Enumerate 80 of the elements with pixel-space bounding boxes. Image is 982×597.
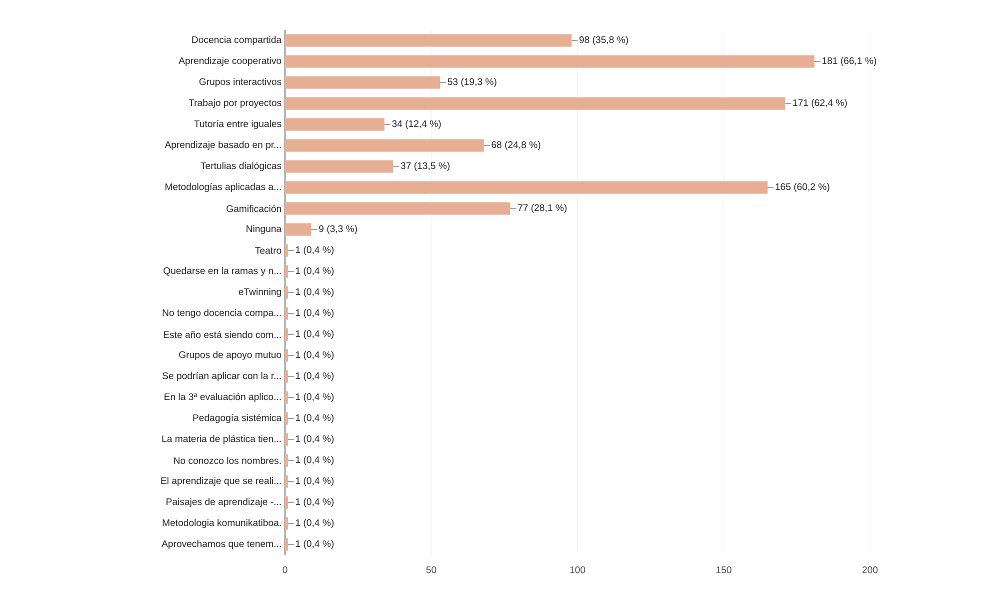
- bar: [285, 181, 768, 194]
- bar: [285, 328, 288, 341]
- y-tick-label: Aprovechamos que tenem...: [162, 540, 281, 549]
- bar: [285, 391, 288, 404]
- x-tick-label: 200: [862, 566, 878, 574]
- bar: [285, 265, 288, 278]
- bar: [285, 433, 288, 446]
- y-tick-label: Grupos interactivos: [199, 78, 282, 87]
- data-label: 1 (0,4 %): [296, 372, 334, 381]
- y-tick-label: Docencia compartida: [192, 36, 282, 45]
- y-tick-label: Pedagogía sistémica: [193, 414, 282, 424]
- y-tick-label: En la 3ª evaluación aplico...: [164, 392, 281, 402]
- bar: [285, 139, 484, 152]
- data-label: 9 (3,3 %): [319, 225, 357, 234]
- data-label: 165 (60,2 %): [776, 183, 830, 192]
- y-tick-label: Se podrían aplicar con la r...: [162, 372, 281, 382]
- y-tick-label: Tertulias dialógicas: [200, 162, 282, 172]
- data-label: 1 (0,4 %): [296, 309, 334, 318]
- bar: [285, 286, 288, 299]
- y-tick-label: Grupos de apoyo mutuo: [179, 351, 282, 360]
- data-label: 1 (0,4 %): [296, 267, 334, 276]
- data-label: 1 (0,4 %): [296, 246, 334, 255]
- bar: [285, 412, 288, 425]
- bar: [285, 97, 786, 110]
- bar: [285, 517, 288, 530]
- bar: [285, 244, 288, 257]
- x-tick-label: 100: [570, 566, 586, 574]
- data-label: 1 (0,4 %): [296, 540, 334, 549]
- y-tick-label: Ninguna: [246, 225, 282, 234]
- bar: [285, 475, 288, 488]
- y-tick-label: Tutoría entre iguales: [194, 120, 282, 130]
- x-tick-label: 150: [716, 566, 732, 574]
- data-label: 1 (0,4 %): [296, 477, 334, 486]
- bar: [285, 496, 288, 509]
- bar: [285, 160, 394, 173]
- y-tick-label: El aprendizaje que se reali...: [161, 477, 281, 486]
- data-label: 1 (0,4 %): [296, 414, 334, 423]
- bar: [285, 76, 440, 89]
- data-label: 34 (12,4 %): [392, 120, 441, 129]
- data-label: 37 (13,5 %): [400, 162, 450, 171]
- y-tick-label: Metodologia komunikatiboa.: [162, 519, 281, 528]
- data-label: 171 (62,4 %): [793, 99, 847, 108]
- data-label: 181 (66,1 %): [822, 57, 876, 66]
- data-label: 1 (0,4 %): [296, 435, 334, 444]
- y-tick-label: Paisajes de aprendizaje -...: [166, 498, 281, 507]
- data-label: 1 (0,4 %): [296, 288, 334, 297]
- data-label: 77 (28,1 %): [518, 204, 567, 213]
- bar: [285, 118, 384, 131]
- data-label: 98 (35,8 %): [579, 36, 628, 45]
- y-tick-label: La materia de plástica tien...: [162, 434, 281, 444]
- data-label: 1 (0,4 %): [296, 330, 334, 339]
- data-label: 1 (0,4 %): [296, 498, 334, 507]
- x-tick-label: 50: [426, 566, 436, 574]
- bar: [285, 538, 288, 551]
- y-tick-label: eTwinning: [238, 288, 281, 297]
- bar: [285, 349, 288, 362]
- data-label: 68 (24,8 %): [492, 141, 540, 150]
- x-tick-label: 0: [282, 566, 288, 574]
- y-tick-label: Este año está siendo com...: [164, 330, 281, 338]
- y-tick-label: Aprendizaje cooperativo: [178, 57, 282, 66]
- y-tick-label: Gamificación: [226, 204, 281, 212]
- data-label: 1 (0,4 %): [296, 519, 334, 528]
- y-tick-label: No conozco los nombres.: [174, 456, 281, 464]
- y-tick-label: Trabajo por proyectos: [188, 99, 282, 108]
- data-label: 1 (0,4 %): [296, 456, 334, 465]
- y-tick-label: Metodologías aplicadas a...: [166, 182, 281, 192]
- data-label: 1 (0,4 %): [296, 393, 334, 402]
- bar: [285, 307, 288, 320]
- data-label: 1 (0,4 %): [296, 351, 334, 360]
- y-tick-label: Teatro: [255, 247, 282, 254]
- data-label: 53 (19,3 %): [448, 78, 496, 87]
- y-tick-label: No tengo docencia compa...: [162, 309, 281, 318]
- y-tick-label: Quedarse en la ramas y n...: [164, 267, 281, 276]
- bar: [285, 202, 510, 215]
- y-tick-label: Aprendizaje basado en pr...: [164, 141, 281, 150]
- bar: [285, 370, 288, 383]
- bar: [285, 223, 312, 236]
- bar: [285, 454, 288, 467]
- bar: [285, 55, 814, 68]
- bar: [285, 34, 572, 47]
